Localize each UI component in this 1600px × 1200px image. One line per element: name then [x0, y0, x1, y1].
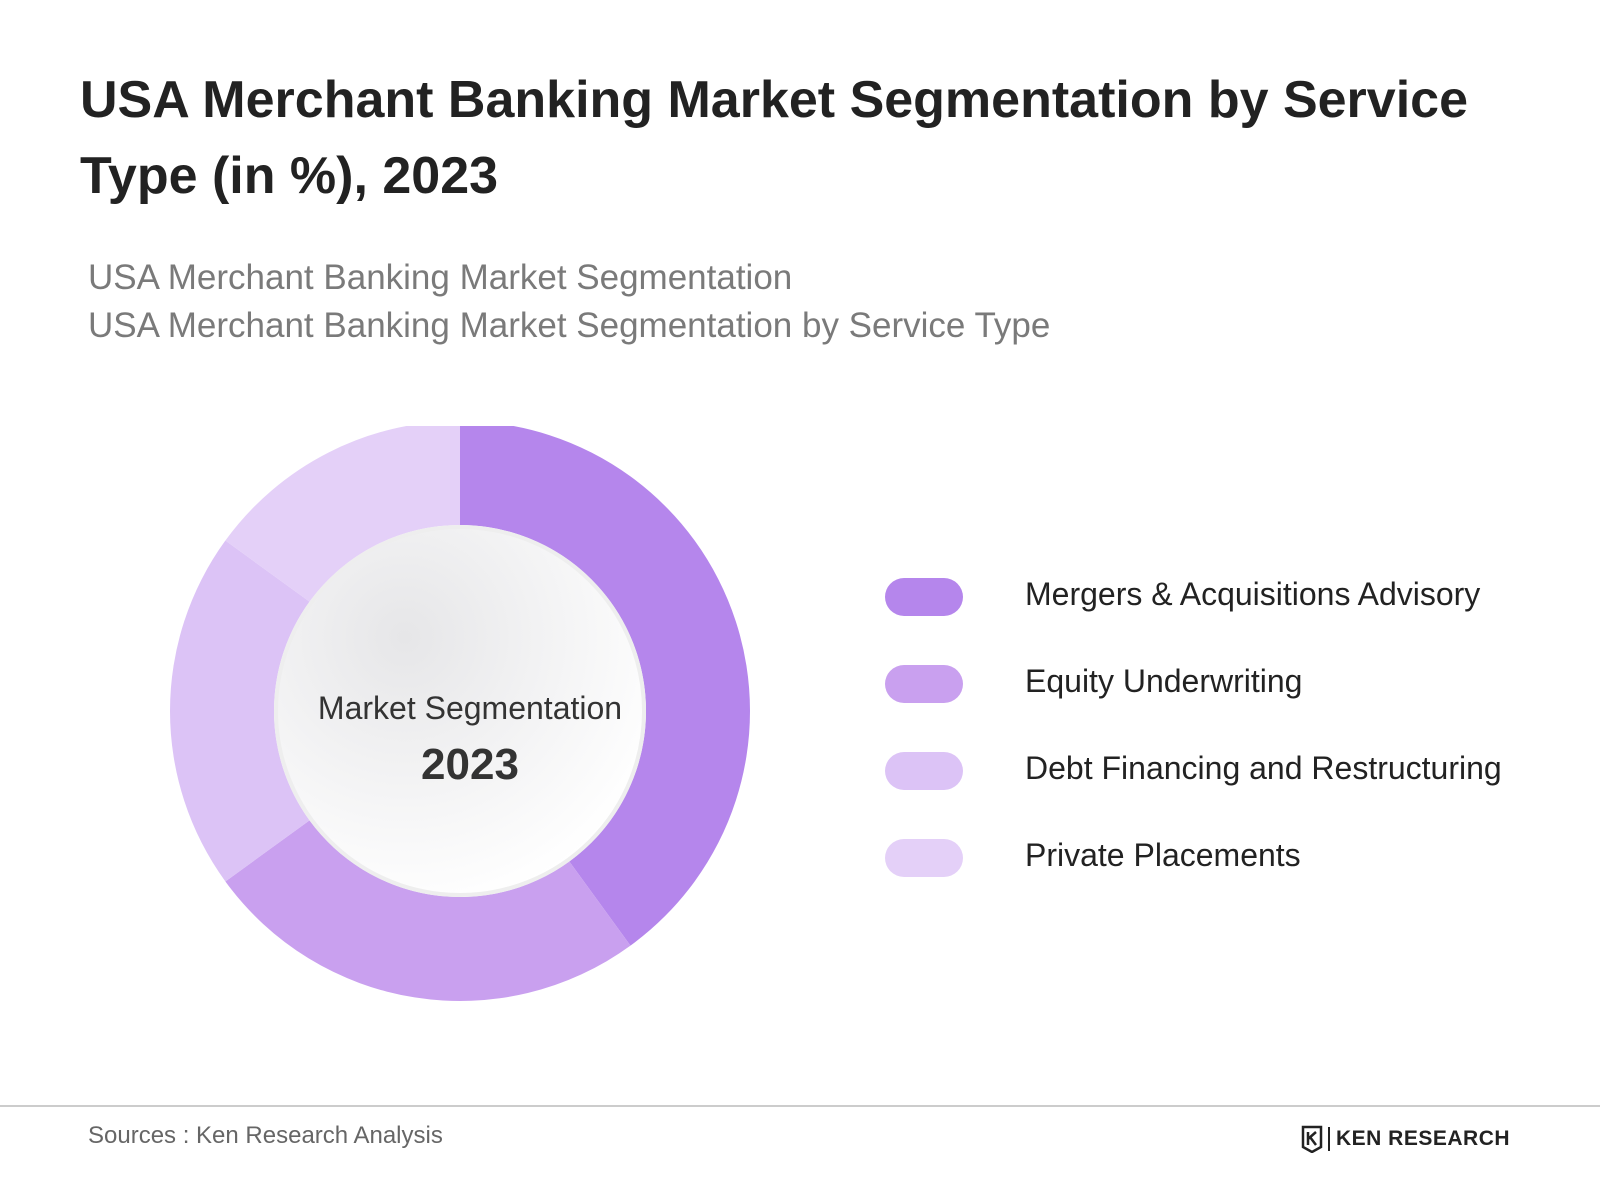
donut-slice-3 [170, 540, 310, 882]
legend-label: Debt Financing and Restructuring [1025, 750, 1502, 786]
chart-title: USA Merchant Banking Market Segmentation… [80, 71, 1469, 205]
donut-svg [170, 426, 750, 1002]
donut-chart: Market Segmentation 2023 [170, 426, 770, 1026]
chart-subtitle-2: USA Merchant Banking Market Segmentation… [88, 306, 1051, 345]
brand-name: KEN RESEARCH [1336, 1127, 1511, 1150]
legend-label: Equity Underwriting [1025, 663, 1303, 699]
legend-item: Equity Underwriting [885, 647, 1585, 734]
donut-slice-2 [225, 820, 631, 1002]
legend-label: Mergers & Acquisitions Advisory [1025, 576, 1481, 612]
legend-item: Private Placements [885, 821, 1585, 908]
source-note: Sources : Ken Research Analysis [88, 1122, 443, 1149]
legend-label: Private Placements [1025, 837, 1301, 873]
donut-center-disc [274, 525, 646, 897]
legend: Mergers & Acquisitions Advisory Equity Un… [885, 560, 1585, 908]
legend-item: Mergers & Acquisitions Advisory [885, 560, 1585, 647]
chart-subtitle-1: USA Merchant Banking Market Segmentation [88, 258, 793, 297]
donut-slice-4 [225, 426, 460, 602]
legend-swatch [885, 839, 963, 877]
brand-logo: KEN RESEARCH [1300, 1124, 1510, 1154]
legend-item: Debt Financing and Restructuring [885, 734, 1585, 821]
legend-swatch [885, 752, 963, 790]
brand-k-icon [1301, 1125, 1323, 1153]
donut-slice-1 [460, 426, 750, 946]
legend-swatch [885, 665, 963, 703]
center-year: 2023 [421, 740, 519, 789]
brand-separator [1328, 1127, 1330, 1151]
legend-swatch [885, 578, 963, 616]
footer-divider [0, 1105, 1600, 1107]
center-label: Market Segmentation [317, 690, 623, 726]
